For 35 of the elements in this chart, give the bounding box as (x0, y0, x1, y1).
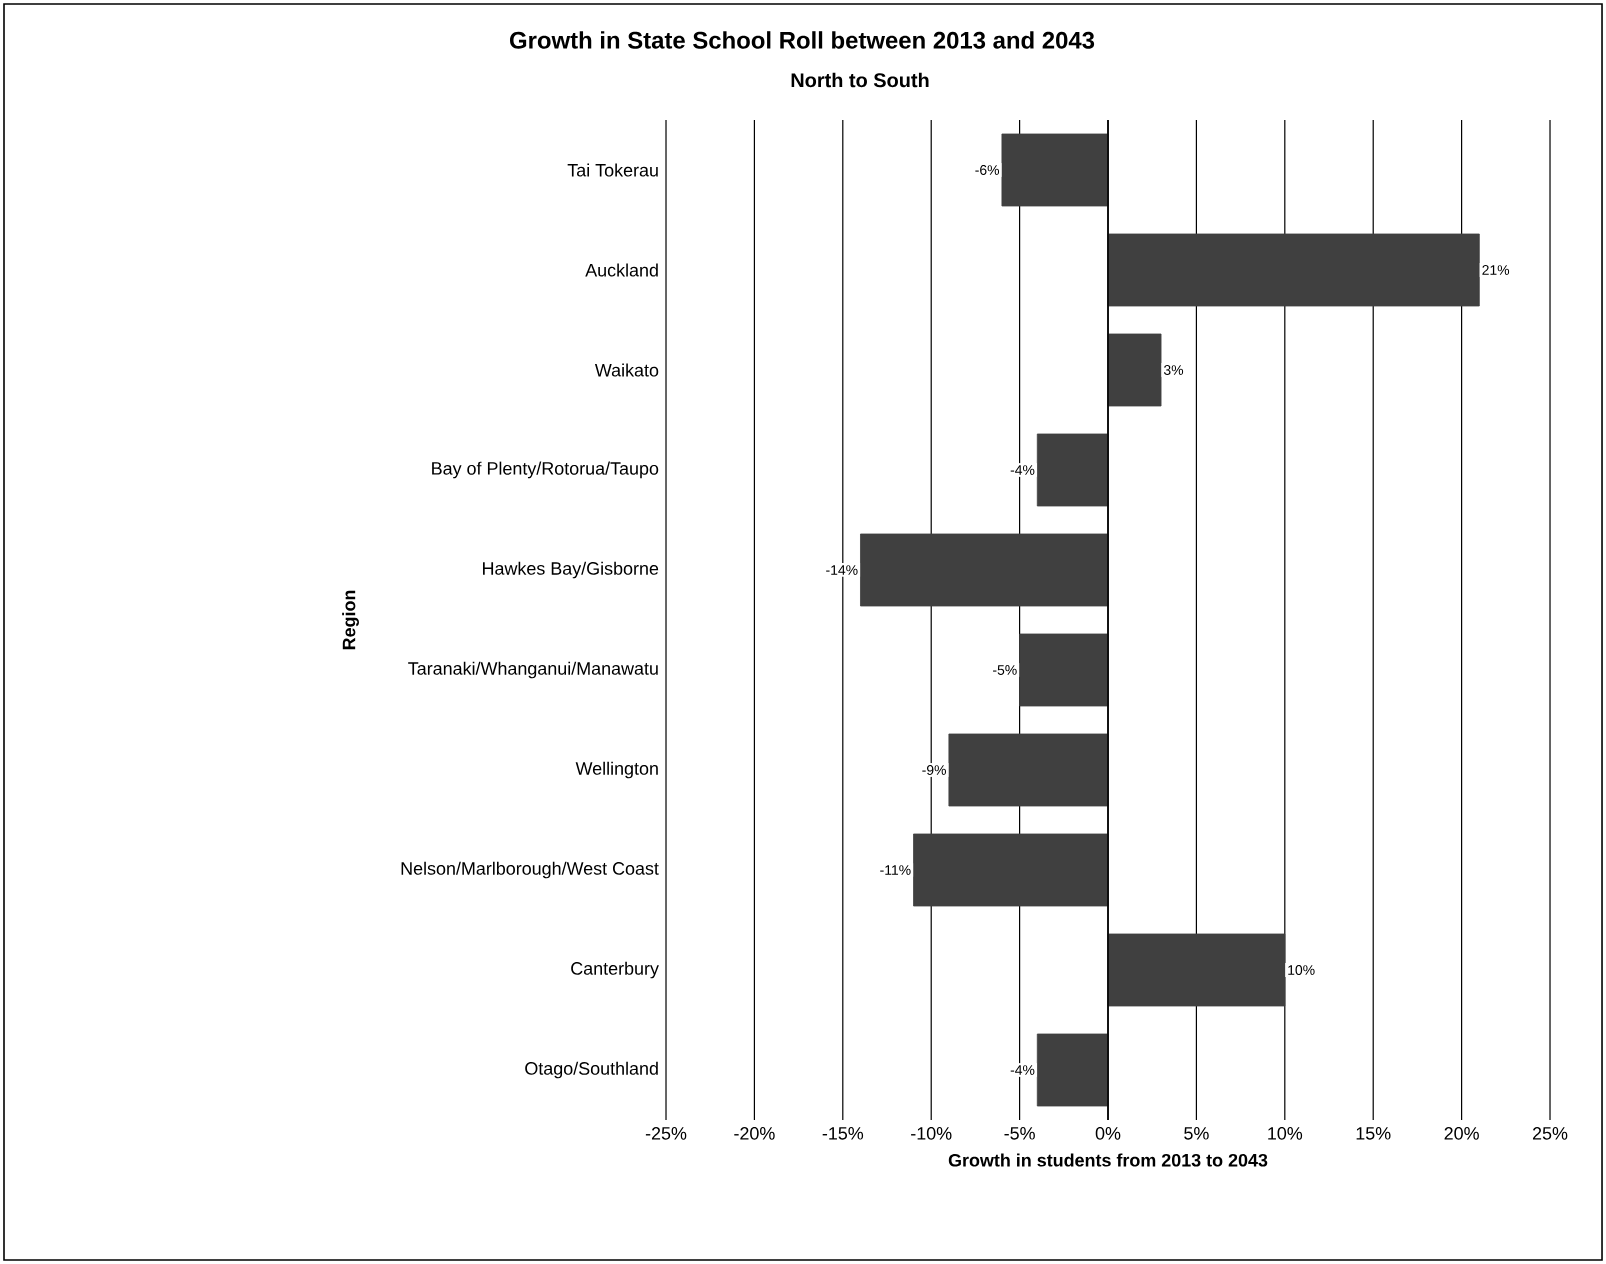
y-tick-label: Auckland (585, 263, 658, 277)
y-tick-label: Taranaki/Whanganui/Manawatu (408, 661, 658, 679)
bar (1019, 633, 1109, 707)
x-tick-label: 10% (1268, 1127, 1303, 1140)
y-tick-label: Canterbury (571, 961, 659, 979)
bar (1107, 333, 1162, 407)
x-tick-label: 5% (1184, 1127, 1209, 1140)
bar (860, 533, 1109, 607)
chart-title: Growth in State School Roll between 2013 and 2043 (510, 31, 1095, 49)
x-tick-label: -20% (734, 1127, 775, 1140)
y-tick-label: Otago/Southland (525, 1061, 658, 1079)
bar (1036, 1033, 1109, 1107)
chart-subtitle: North to South (791, 72, 929, 88)
x-tick-label: 15% (1356, 1127, 1391, 1140)
bar (1036, 433, 1109, 507)
x-tick-label: -10% (911, 1127, 952, 1140)
y-tick-label: Wellington (575, 761, 658, 779)
x-axis-title: Growth in students from 2013 to 2043 (948, 1153, 1268, 1167)
bar (1001, 133, 1109, 207)
x-tick-label: 20% (1444, 1127, 1479, 1140)
bar (913, 833, 1109, 907)
y-tick-label: Waikato (594, 363, 659, 377)
bar (1107, 233, 1480, 307)
bar (1107, 933, 1286, 1007)
bar (948, 733, 1109, 807)
y-tick-label: Hawkes Bay/Gisborne (483, 561, 659, 579)
x-tick-label: -25% (645, 1127, 687, 1140)
x-tick-label: -5% (1004, 1127, 1035, 1140)
y-axis-title: Region (342, 590, 359, 650)
y-tick-label: Bay of Plenty/Rotorua/Taupo (432, 461, 659, 479)
x-tick-label: 0% (1095, 1127, 1121, 1140)
x-tick-label: -15% (822, 1127, 864, 1140)
y-tick-label: Tai Tokerau (567, 163, 658, 177)
y-tick-label: Nelson/Marlborough/West Coast (401, 861, 659, 879)
x-tick-label: 25% (1532, 1127, 1568, 1140)
